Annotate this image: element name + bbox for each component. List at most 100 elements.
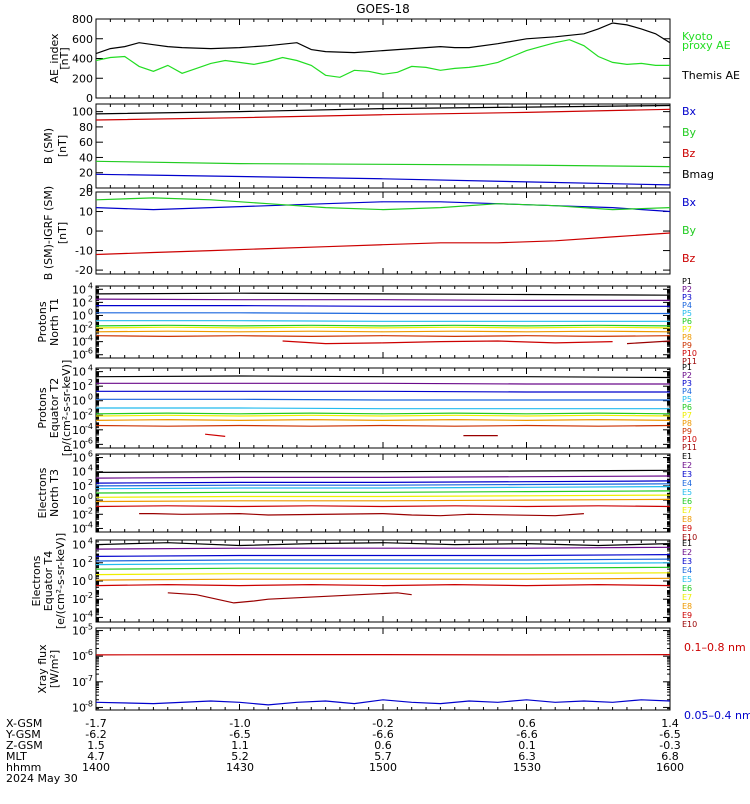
y-tick-exponent: 0 xyxy=(88,492,93,501)
y-tick-label: 600 xyxy=(72,33,93,46)
y-tick-label: 10 xyxy=(72,309,86,322)
series-line-by xyxy=(96,161,670,166)
y-tick-label: 10 xyxy=(72,380,86,393)
series-line-p2 xyxy=(96,383,670,384)
legend-entry: E8 xyxy=(682,602,692,611)
y-tick-label: 60 xyxy=(79,136,93,149)
y-tick-label: 10 xyxy=(72,557,86,570)
panel-frame xyxy=(96,192,670,274)
y-tick-label: 800 xyxy=(72,13,93,26)
y-axis-label: [nT] xyxy=(56,135,69,157)
series-line-e10 xyxy=(168,593,412,603)
series-line-e8 xyxy=(96,499,670,501)
y-axis-label: [e/(cm²-s-sr-keV)] xyxy=(54,533,67,629)
legend-entry: Bx xyxy=(682,105,697,118)
y-axis-label: B (SM)-IGRF (SM) xyxy=(42,186,55,280)
y-tick-exponent: -6 xyxy=(85,347,93,356)
y-tick-exponent: 2 xyxy=(88,555,93,564)
legend-entry: E4 xyxy=(682,566,692,575)
series-line-p9 xyxy=(96,336,670,337)
series-line-p10 xyxy=(283,341,613,344)
series-line-p10 xyxy=(205,434,225,436)
y-tick-exponent: 2 xyxy=(88,378,93,387)
series-line-p3 xyxy=(96,306,670,307)
series-line-e6 xyxy=(96,567,670,569)
legend-entry: E7 xyxy=(682,506,692,515)
legend-entry: By xyxy=(682,126,697,139)
y-tick-label: 10 xyxy=(72,494,86,507)
y-tick-exponent: -7 xyxy=(85,674,93,683)
y-tick-label: 400 xyxy=(72,53,93,66)
y-tick-exponent: 0 xyxy=(88,307,93,316)
legend-entry: E10 xyxy=(682,620,697,629)
series-line-p1 xyxy=(96,293,670,295)
y-tick-label: 10 xyxy=(72,424,86,437)
panel-frame xyxy=(96,286,670,358)
series-line-p8 xyxy=(96,420,670,421)
y-tick-exponent: -4 xyxy=(85,609,93,618)
series-line-p9 xyxy=(96,426,670,427)
legend-entry: E3 xyxy=(682,470,692,479)
y-tick-label: 10 xyxy=(72,323,86,336)
y-axis-label: North T3 xyxy=(48,469,61,517)
legend-entry: By xyxy=(682,224,697,237)
series-line-p3 xyxy=(96,391,670,392)
y-tick-label: 10 xyxy=(72,539,86,552)
y-tick-label: -10 xyxy=(75,245,93,258)
series-line-bz xyxy=(96,233,670,255)
y-tick-exponent: -6 xyxy=(85,436,93,445)
y-tick-exponent: -4 xyxy=(85,422,93,431)
y-tick-exponent: -4 xyxy=(85,520,93,529)
panel-frame xyxy=(96,540,670,622)
series-line-e9 xyxy=(96,585,670,586)
y-tick-label: 10 xyxy=(72,701,86,714)
legend-entry: E6 xyxy=(682,584,692,593)
footer-date: 2024 May 30 xyxy=(6,772,78,785)
series-line-themis-ae xyxy=(96,23,670,54)
series-line-e10 xyxy=(139,514,584,516)
y-tick-label: 10 xyxy=(72,508,86,521)
series-line-e3 xyxy=(96,481,670,483)
y-tick-exponent: 0 xyxy=(88,393,93,402)
footer-value: 1600 xyxy=(656,761,684,774)
y-tick-label: 20 xyxy=(79,167,93,180)
y-tick-label: 10 xyxy=(79,206,93,219)
footer-value: 1400 xyxy=(82,761,110,774)
series-line-e7 xyxy=(96,495,670,497)
y-tick-label: 10 xyxy=(72,409,86,422)
y-axis-label: [nT] xyxy=(56,222,69,244)
y-tick-label: 10 xyxy=(72,480,86,493)
series-line-e5 xyxy=(96,487,670,489)
legend-entry: E1 xyxy=(682,452,692,461)
y-axis-label: [W/m²] xyxy=(48,650,61,688)
y-tick-exponent: 2 xyxy=(88,294,93,303)
series-line-e5 xyxy=(96,563,670,565)
y-tick-exponent: -8 xyxy=(85,699,93,708)
series-line-p4 xyxy=(96,399,670,400)
series-line-p4 xyxy=(96,313,670,314)
y-tick-exponent: -4 xyxy=(85,334,93,343)
legend-entry: E2 xyxy=(682,461,692,470)
series-line-p7 xyxy=(96,415,670,416)
legend-entry: E6 xyxy=(682,497,692,506)
series-line-by xyxy=(96,198,670,210)
series-line-e4 xyxy=(96,559,670,561)
y-tick-label: 10 xyxy=(72,466,86,479)
y-tick-exponent: 4 xyxy=(88,364,93,373)
series-line-e2 xyxy=(96,547,670,549)
series-line-p5 xyxy=(96,408,670,409)
y-tick-exponent: 6 xyxy=(88,450,93,459)
legend-entry: E1 xyxy=(682,539,692,548)
legend-entry: proxy AE xyxy=(682,39,731,52)
y-tick-label: 10 xyxy=(72,650,86,663)
series-line-e8 xyxy=(96,578,670,580)
y-tick-label: -20 xyxy=(75,264,93,277)
y-tick-label: 10 xyxy=(72,349,86,362)
